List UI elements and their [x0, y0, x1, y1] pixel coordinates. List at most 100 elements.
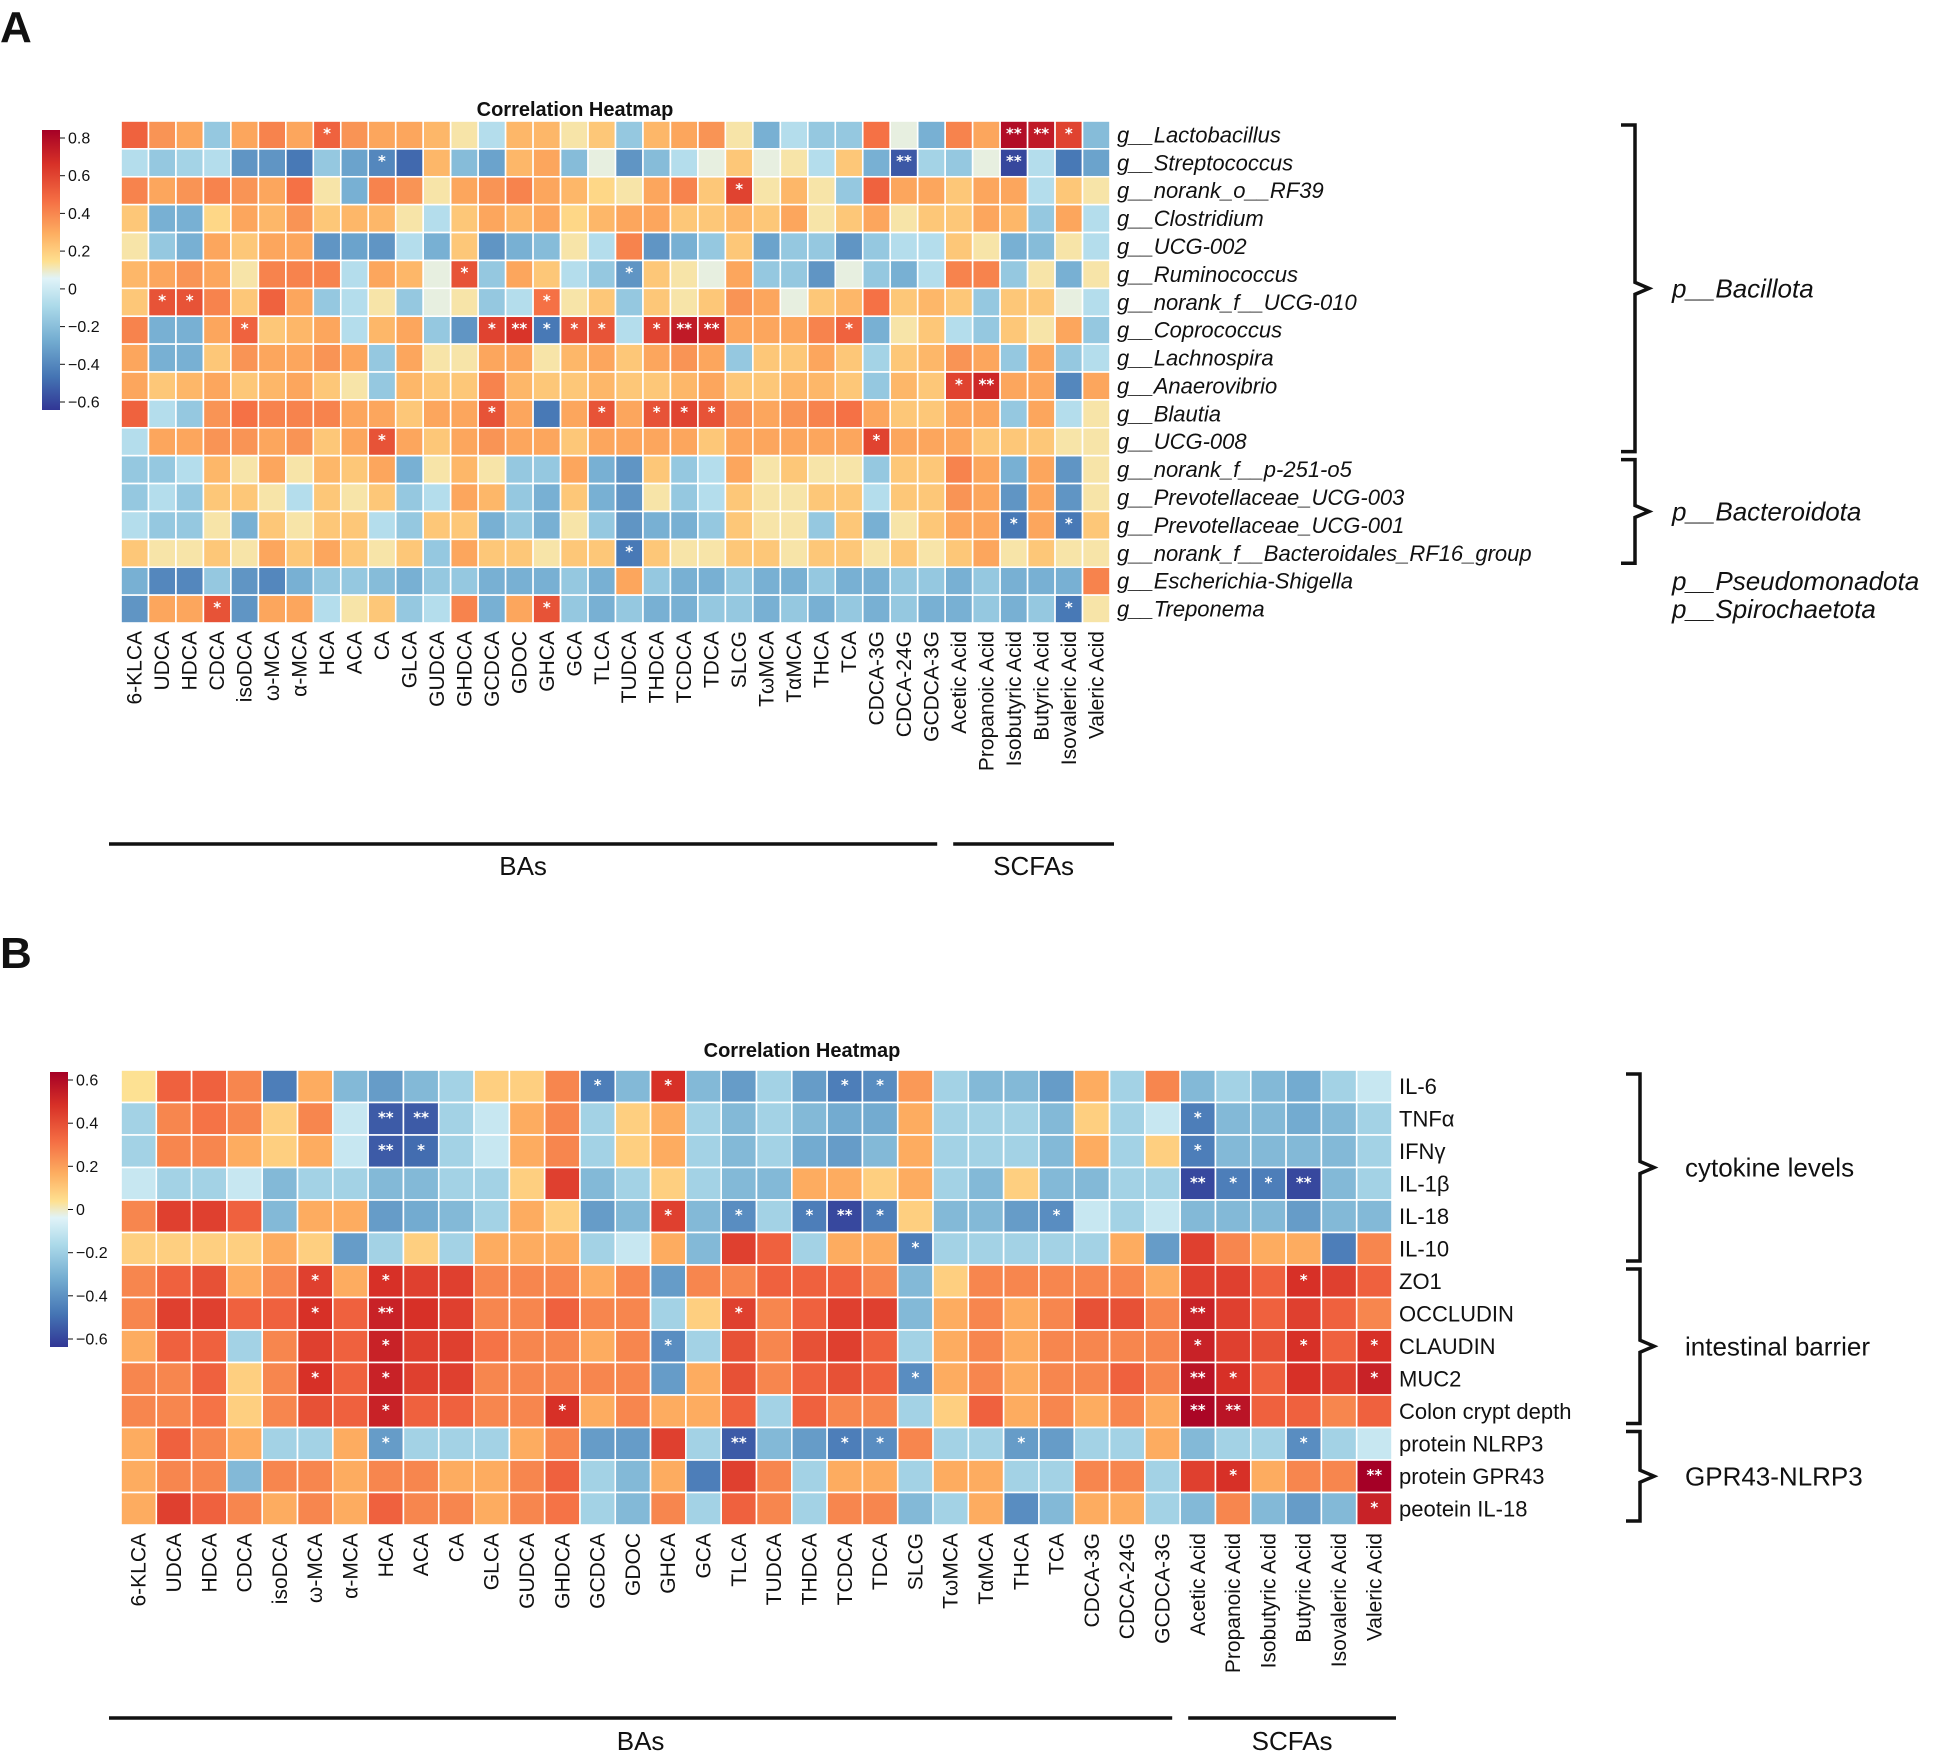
heatmap-cell [257, 120, 287, 150]
significance-marker: * [911, 1369, 919, 1387]
column-label: UDCA [151, 631, 174, 691]
heatmap-cell [1054, 343, 1084, 373]
heatmap-cell [779, 259, 809, 290]
heatmap-cell [587, 482, 617, 513]
heatmap-cell [332, 1459, 369, 1494]
heatmap-cell [285, 538, 315, 569]
heatmap-cell [1081, 371, 1111, 401]
significance-marker: * [1300, 1434, 1308, 1452]
heatmap-cell [402, 1069, 440, 1104]
heatmap-cell [175, 594, 205, 624]
significance-marker: * [806, 1206, 814, 1224]
heatmap-cell [826, 1329, 864, 1364]
heatmap-cell [587, 203, 617, 234]
heatmap-cell [1002, 1101, 1040, 1136]
row-group-label: cytokine levels [1685, 1153, 1854, 1183]
heatmap-cell [1108, 1459, 1146, 1494]
significance-marker: * [570, 320, 578, 338]
heatmap-cell [155, 1199, 193, 1234]
heatmap-cell [579, 1394, 617, 1429]
heatmap-cell [332, 1361, 369, 1396]
heatmap-cell [477, 371, 507, 401]
column-label: TDCA [701, 631, 724, 688]
column-label: CDCA [234, 1533, 257, 1593]
heatmap-cell [1179, 1394, 1217, 1429]
heatmap-cell [720, 1134, 758, 1169]
heatmap-cell [1002, 1166, 1040, 1201]
heatmap-cell [916, 566, 946, 596]
heatmap-cell [504, 287, 534, 318]
heatmap-cell [257, 426, 287, 457]
heatmap-cell [861, 1426, 899, 1461]
column-label: GHCA [536, 631, 559, 692]
heatmap-cell [296, 1394, 334, 1429]
column-label: isoDCA [269, 1533, 292, 1604]
heatmap-cell [614, 1166, 652, 1201]
heatmap-cell [367, 1394, 405, 1429]
heatmap-cell [807, 454, 837, 485]
heatmap-cell [312, 399, 342, 429]
heatmap-cell [296, 1231, 334, 1266]
row-label: IL-1β [1399, 1171, 1450, 1196]
heatmap-cell [543, 1394, 581, 1429]
heatmap-cell [861, 315, 892, 345]
heatmap-cell [999, 594, 1029, 624]
heatmap-cell [543, 1199, 581, 1234]
heatmap-cell [916, 120, 946, 150]
heatmap-cell [147, 315, 177, 345]
heatmap-cell [642, 510, 672, 541]
heatmap-cell [285, 399, 315, 429]
significance-marker: * [664, 1076, 672, 1094]
row-label: OCCLUDIN [1399, 1301, 1514, 1326]
heatmap-cell [508, 1459, 546, 1494]
column-label: HCA [375, 1533, 398, 1577]
heatmap-cell [367, 1166, 405, 1201]
heatmap-cell [155, 1101, 193, 1136]
heatmap-cell [669, 259, 699, 290]
heatmap-cell [1214, 1296, 1252, 1331]
heatmap-cell [1002, 1361, 1040, 1396]
heatmap-cell [916, 482, 946, 513]
heatmap-cell [367, 1134, 405, 1169]
heatmap-cell [1179, 1361, 1217, 1396]
heatmap-cell [332, 1426, 369, 1461]
significance-marker: * [311, 1304, 319, 1322]
heatmap-cell [971, 148, 1001, 178]
heatmap-cell [1108, 1166, 1146, 1201]
heatmap-cell [504, 426, 534, 457]
row-label: g__UCG-002 [1117, 234, 1247, 259]
heatmap-cell [807, 371, 837, 401]
heatmap-cell [971, 120, 1001, 150]
column-label: TCDCA [673, 631, 696, 703]
heatmap-cell [697, 343, 727, 373]
row-group-bracket [1621, 123, 1654, 454]
heatmap-cell [896, 1101, 934, 1136]
heatmap-cell [449, 120, 479, 150]
column-label: α-MCA [289, 631, 312, 697]
row-label: MUC2 [1399, 1366, 1461, 1391]
significance-marker: * [543, 320, 551, 338]
heatmap-cell [543, 1329, 581, 1364]
heatmap-cell [147, 594, 177, 624]
heatmap-cell [1320, 1329, 1358, 1364]
heatmap-cell [477, 120, 507, 150]
colorbar-tick-label: 0.4 [68, 206, 90, 223]
heatmap-cell [1038, 1459, 1076, 1494]
heatmap-cell [724, 371, 754, 401]
heatmap-cell [394, 594, 424, 624]
heatmap-cell [477, 231, 507, 262]
heatmap-cell [261, 1426, 299, 1461]
heatmap-cell [649, 1394, 687, 1429]
heatmap-cell [190, 1296, 228, 1331]
column-label: GCDCA-3G [1152, 1533, 1175, 1644]
heatmap-cell [669, 566, 699, 596]
heatmap-cell [230, 482, 260, 513]
heatmap-cell [861, 1166, 899, 1201]
heatmap-cell [504, 594, 534, 624]
column-label: GDOC [622, 1533, 645, 1596]
row-label: Colon crypt depth [1399, 1399, 1571, 1424]
heatmap-cell [587, 315, 617, 345]
heatmap-cell [437, 1166, 475, 1201]
heatmap-cell [1002, 1491, 1040, 1526]
column-label: Acetic Acid [948, 631, 971, 734]
